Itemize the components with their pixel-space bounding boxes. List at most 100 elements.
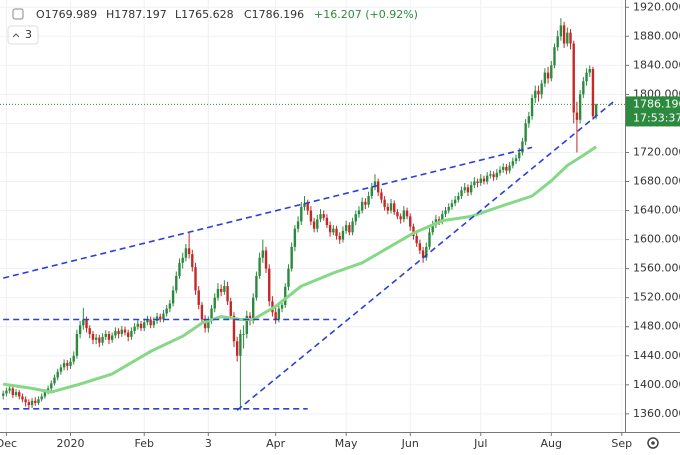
trendline <box>3 146 533 279</box>
candle-body <box>235 341 239 356</box>
header-change: +16.207 (+0.92%) <box>314 8 418 21</box>
candle-body <box>450 203 454 207</box>
candle-body <box>396 212 399 217</box>
candle-body <box>181 257 184 263</box>
candle-body <box>232 315 236 342</box>
candle-body <box>386 206 390 211</box>
candle-body <box>136 323 140 327</box>
countdown-label: 17:53:37 <box>633 111 680 124</box>
candle-body <box>293 228 297 247</box>
candle-body <box>502 166 505 170</box>
candle-body <box>553 47 556 66</box>
x-tick-label: Apr <box>266 437 286 450</box>
candle-body <box>78 325 82 334</box>
candle-body <box>229 301 232 316</box>
candle-body <box>101 336 104 343</box>
y-tick-label: 1600.000 <box>633 233 680 246</box>
y-tick-label: 1560.000 <box>633 262 680 275</box>
candle-body <box>94 337 98 340</box>
candle-body <box>335 228 338 236</box>
candle-body <box>556 36 559 48</box>
candle-body <box>210 308 213 321</box>
y-tick-label: 1640.000 <box>633 204 680 217</box>
candle-body <box>194 267 197 291</box>
candle-body <box>85 319 88 329</box>
candle-body <box>5 390 8 394</box>
candle-body <box>457 196 460 200</box>
candle-body <box>50 383 53 389</box>
y-tick-label: 1920.000 <box>633 0 680 13</box>
candle-body <box>344 225 348 231</box>
candle-body <box>511 161 515 166</box>
candle-body <box>569 32 572 44</box>
candle-body <box>149 319 152 326</box>
y-tick-label: 1680.000 <box>633 175 680 188</box>
candle-body <box>8 388 11 391</box>
candle-body <box>562 25 566 44</box>
candle-body <box>415 235 418 244</box>
candle-body <box>123 329 127 333</box>
candle-body <box>559 25 563 37</box>
candle-body <box>139 323 143 329</box>
header-open: O1769.989 <box>36 8 97 21</box>
x-tick-label: Aug <box>541 437 562 450</box>
candle-body <box>575 112 579 120</box>
candle-body <box>284 286 287 305</box>
candle-body <box>393 203 396 213</box>
candle-body <box>245 315 248 334</box>
candle-body <box>27 402 31 406</box>
candle-body <box>409 216 412 227</box>
candle-body <box>348 225 351 233</box>
indicator-toggle[interactable] <box>7 25 39 45</box>
candle-body <box>380 192 383 200</box>
y-tick-label: 1440.000 <box>633 349 680 362</box>
candle-body <box>322 214 325 218</box>
candle-body <box>473 181 476 186</box>
candle-body <box>216 288 220 298</box>
candle-body <box>498 169 502 173</box>
settings-button[interactable] <box>647 437 659 449</box>
symbol-icon[interactable] <box>12 8 24 20</box>
last-price-box <box>626 96 680 127</box>
candle-body <box>514 158 518 162</box>
candle-body <box>437 219 441 222</box>
candle-body <box>460 190 463 197</box>
y-tick-label: 1400.000 <box>633 378 680 391</box>
candle-body <box>405 210 409 217</box>
candle-body <box>197 290 200 305</box>
candle-body <box>69 361 72 366</box>
candle-body <box>518 152 521 159</box>
y-tick-label: 1520.000 <box>633 291 680 304</box>
candle-body <box>239 333 242 356</box>
candle-body <box>117 331 120 334</box>
candle-body <box>312 221 316 229</box>
x-tick-label: Jul <box>473 437 487 450</box>
candle-body <box>274 312 277 320</box>
candle-body <box>453 199 457 204</box>
candle-body <box>316 219 319 229</box>
candle-body <box>412 226 415 236</box>
gear-icon <box>647 437 659 449</box>
candle-body <box>309 210 313 222</box>
candle-body <box>133 326 136 332</box>
candle-body <box>505 166 508 171</box>
candle-body <box>540 83 543 95</box>
candle-body <box>226 286 229 302</box>
gear-center <box>651 441 655 445</box>
y-tick-label: 1880.000 <box>633 29 680 42</box>
candle-body <box>162 313 165 320</box>
candle-body <box>184 248 188 258</box>
candle-body <box>527 116 531 124</box>
candle-body <box>325 217 329 226</box>
chevron-icon <box>12 33 20 38</box>
candle-body <box>546 72 550 79</box>
candle-body <box>34 400 37 403</box>
candle-body <box>200 304 204 320</box>
y-tick-label: 1840.000 <box>633 58 680 71</box>
x-tick-label: Jun <box>401 437 419 450</box>
candle-body <box>338 235 341 240</box>
candle-body <box>242 333 245 335</box>
